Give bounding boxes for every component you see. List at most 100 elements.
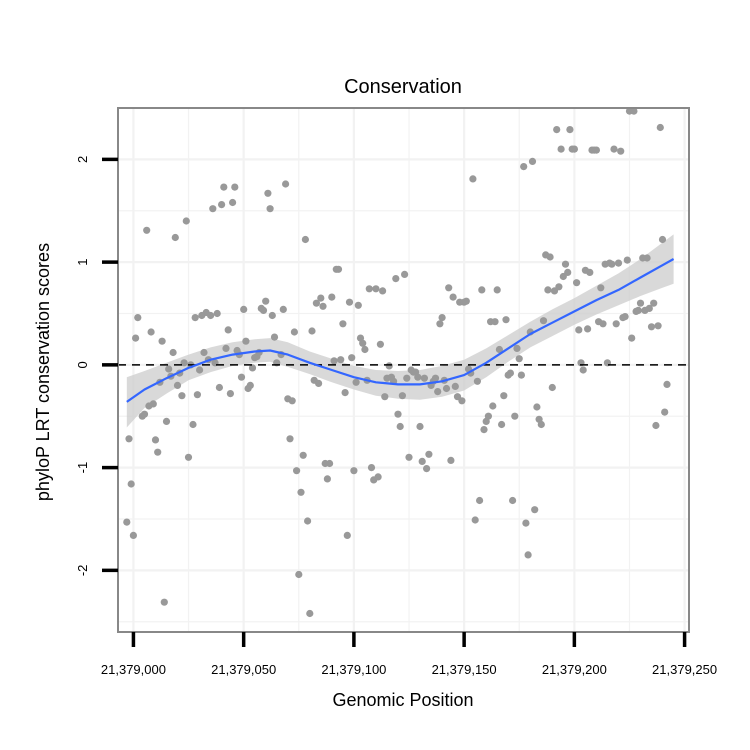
data-point — [293, 467, 301, 475]
data-point — [330, 357, 338, 365]
chart-title: Conservation — [344, 76, 462, 98]
data-point — [154, 448, 162, 456]
data-point — [656, 123, 664, 132]
data-point — [268, 311, 276, 320]
data-point — [323, 475, 331, 483]
data-point — [304, 517, 312, 525]
data-point — [617, 147, 625, 155]
data-point — [248, 364, 257, 372]
x-tick-label: 21,379,200 — [542, 662, 607, 677]
data-point — [343, 531, 351, 540]
x-tick-label: 21,379,100 — [321, 662, 386, 677]
data-point — [266, 205, 274, 213]
x-tick-label: 21,379,150 — [432, 662, 497, 677]
data-point — [557, 145, 565, 153]
data-point — [339, 320, 347, 328]
data-point — [213, 309, 221, 318]
data-point — [282, 180, 290, 188]
data-point — [361, 345, 369, 354]
data-point — [286, 435, 294, 443]
data-point — [586, 268, 594, 276]
data-point — [484, 412, 492, 420]
data-point — [279, 305, 287, 313]
data-point — [345, 298, 354, 306]
scatter-points — [123, 107, 671, 618]
data-point — [597, 284, 605, 292]
y-axis: -2 -1 0 1 2 — [75, 156, 118, 576]
data-point — [365, 285, 373, 293]
data-point — [270, 333, 279, 341]
y-tick-label: 2 — [75, 156, 90, 163]
data-point — [546, 253, 554, 261]
data-point — [643, 254, 651, 262]
data-point — [173, 381, 182, 389]
data-point — [315, 379, 323, 387]
data-point — [123, 518, 131, 526]
data-point — [612, 320, 620, 328]
data-point — [403, 374, 411, 382]
data-point — [151, 436, 160, 444]
data-point — [442, 384, 451, 393]
data-point — [434, 388, 442, 396]
data-point — [401, 270, 409, 278]
data-point — [473, 377, 481, 385]
data-point — [326, 459, 334, 468]
data-point — [246, 381, 254, 389]
data-point — [149, 400, 157, 408]
data-point — [317, 294, 325, 302]
data-point — [381, 393, 389, 401]
smooth-line-layer — [126, 258, 675, 403]
data-point — [125, 435, 133, 443]
data-point — [396, 422, 404, 431]
data-point — [584, 325, 592, 333]
data-point — [634, 306, 642, 314]
data-point — [531, 506, 539, 514]
data-point — [394, 410, 402, 418]
data-point — [301, 235, 309, 244]
data-point — [193, 391, 201, 399]
data-point — [359, 339, 367, 347]
data-point — [416, 422, 424, 431]
data-point — [134, 314, 142, 322]
data-point — [520, 163, 528, 171]
data-point — [517, 371, 526, 379]
plot-border — [117, 107, 690, 633]
x-axis-label: Genomic Position — [332, 690, 473, 710]
data-point — [306, 609, 314, 618]
data-point — [420, 374, 428, 382]
data-point — [129, 531, 137, 540]
data-point — [262, 297, 270, 305]
data-point — [425, 450, 433, 458]
data-point — [328, 293, 336, 301]
data-point — [229, 198, 237, 207]
data-point — [237, 373, 246, 381]
data-point — [334, 265, 343, 273]
data-point — [533, 403, 541, 411]
data-point — [374, 473, 382, 481]
x-tick-label: 21,379,050 — [211, 662, 276, 677]
data-point — [337, 356, 345, 364]
data-point — [508, 496, 517, 505]
data-point — [379, 287, 387, 295]
data-point — [418, 457, 426, 465]
data-point — [608, 260, 616, 268]
data-point — [160, 598, 168, 606]
data-point — [469, 175, 477, 183]
data-point — [189, 420, 197, 429]
y-tick-label: -1 — [75, 462, 90, 474]
data-point — [489, 402, 497, 410]
data-point — [573, 279, 581, 287]
data-point — [224, 326, 232, 334]
x-tick-label: 21,379,000 — [101, 662, 166, 677]
data-point — [171, 233, 179, 242]
data-point — [398, 392, 406, 400]
data-point — [476, 496, 484, 505]
data-point — [614, 259, 623, 267]
data-point — [350, 467, 358, 475]
data-point — [231, 183, 239, 191]
data-point — [658, 235, 667, 244]
data-point — [438, 314, 446, 322]
data-point — [207, 311, 215, 320]
data-point — [621, 313, 629, 321]
